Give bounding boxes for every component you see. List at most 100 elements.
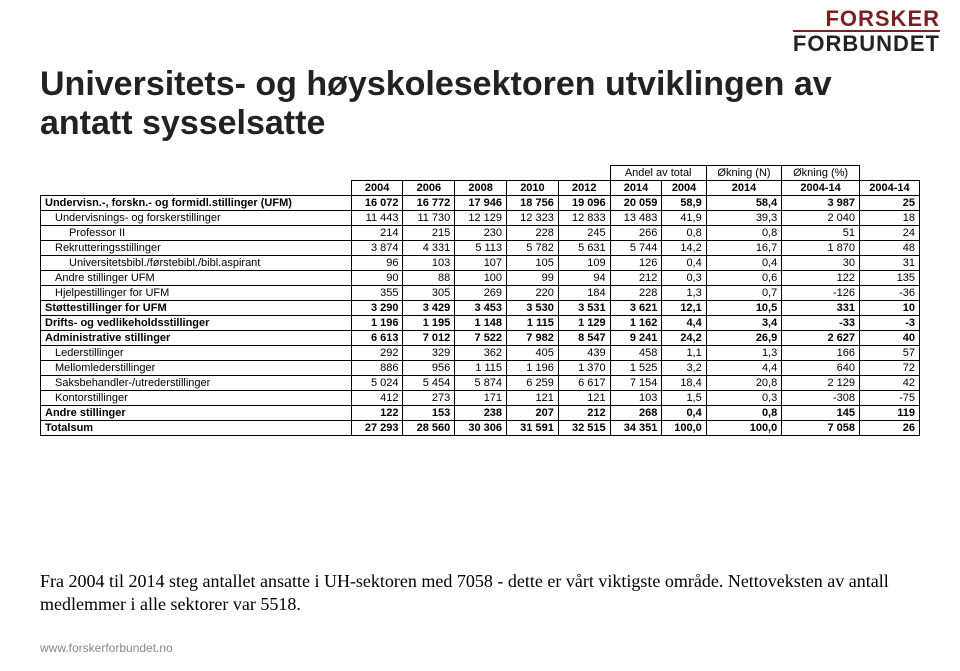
- table-cell: 5 782: [507, 241, 559, 256]
- table-cell: 3 874: [351, 241, 403, 256]
- table-row: Kontorstillinger4122731711211211031,50,3…: [41, 391, 920, 406]
- table-cell: 13 483: [610, 211, 662, 226]
- table-cell: 5 874: [455, 376, 507, 391]
- table-cell: 1 870: [782, 241, 860, 256]
- table-header-cell: 2008: [455, 181, 507, 196]
- table-row: Andre stillinger1221532382072122680,40,8…: [41, 406, 920, 421]
- table-cell: 207: [507, 406, 559, 421]
- table-cell: 269: [455, 286, 507, 301]
- table-cell: 245: [558, 226, 610, 241]
- table-cell: 14,2: [662, 241, 706, 256]
- table-row: Undervisn.-, forskn.- og formidl.stillin…: [41, 196, 920, 211]
- table-cell: 2 129: [782, 376, 860, 391]
- table-cell: 2 627: [782, 331, 860, 346]
- table-cell: 30: [782, 256, 860, 271]
- table-cell: 121: [558, 391, 610, 406]
- table-cell: 39,3: [706, 211, 782, 226]
- table-cell: 99: [507, 271, 559, 286]
- table-cell: 0,4: [662, 256, 706, 271]
- table-cell: 145: [782, 406, 860, 421]
- table-cell: 18: [859, 211, 919, 226]
- table-row: Støttestillinger for UFM3 2903 4293 4533…: [41, 301, 920, 316]
- table-cell: 458: [610, 346, 662, 361]
- table-row: Rekrutteringsstillinger3 8744 3315 1135 …: [41, 241, 920, 256]
- table-cell: 40: [859, 331, 919, 346]
- table-cell: Kontorstillinger: [41, 391, 352, 406]
- table-cell: 412: [351, 391, 403, 406]
- table-cell: 6 613: [351, 331, 403, 346]
- table-head: Andel av totalØkning (N)Økning (%) 20042…: [41, 166, 920, 196]
- table-cell: 153: [403, 406, 455, 421]
- table-row: Andre stillinger UFM908810099942120,30,6…: [41, 271, 920, 286]
- table-cell: 166: [782, 346, 860, 361]
- footer-text: Fra 2004 til 2014 steg antallet ansatte …: [40, 570, 920, 617]
- table-row: Undervisnings- og forskerstillinger11 44…: [41, 211, 920, 226]
- table-cell: Undervisnings- og forskerstillinger: [41, 211, 352, 226]
- table-cell: 3,2: [662, 361, 706, 376]
- table-cell: 72: [859, 361, 919, 376]
- logo-bottom: FORBUNDET: [793, 30, 940, 55]
- table-cell: Rekrutteringsstillinger: [41, 241, 352, 256]
- table-cell: Andre stillinger UFM: [41, 271, 352, 286]
- table-cell: 12 833: [558, 211, 610, 226]
- table-cell: 266: [610, 226, 662, 241]
- table-cell: 3,4: [706, 316, 782, 331]
- table-cell: 3 453: [455, 301, 507, 316]
- table-row: Universitetsbibl./førstebibl./bibl.aspir…: [41, 256, 920, 271]
- table-cell: 100: [455, 271, 507, 286]
- data-table-wrap: Andel av totalØkning (N)Økning (%) 20042…: [40, 165, 920, 436]
- table-cell: 8 547: [558, 331, 610, 346]
- table-cell: 12 129: [455, 211, 507, 226]
- table-cell: 11 443: [351, 211, 403, 226]
- table-cell: 135: [859, 271, 919, 286]
- table-cell: 105: [507, 256, 559, 271]
- table-cell: 0,8: [662, 226, 706, 241]
- table-cell: 1 370: [558, 361, 610, 376]
- table-cell: 3 987: [782, 196, 860, 211]
- table-cell: 12 323: [507, 211, 559, 226]
- table-cell: 24,2: [662, 331, 706, 346]
- table-header-cell: [455, 166, 507, 181]
- table-cell: 31: [859, 256, 919, 271]
- table-cell: Drifts- og vedlikeholdsstillinger: [41, 316, 352, 331]
- table-cell: 956: [403, 361, 455, 376]
- table-cell: 7 058: [782, 421, 860, 436]
- table-cell: 0,4: [706, 256, 782, 271]
- table-cell: Hjelpestillinger for UFM: [41, 286, 352, 301]
- footer-url: www.forskerforbundet.no: [40, 641, 173, 655]
- table-cell: 0,7: [706, 286, 782, 301]
- table-cell: Andre stillinger: [41, 406, 352, 421]
- table-cell: Undervisn.-, forskn.- og formidl.stillin…: [41, 196, 352, 211]
- table-cell: 3 530: [507, 301, 559, 316]
- table-cell: 94: [558, 271, 610, 286]
- table-cell: 228: [507, 226, 559, 241]
- table-cell: 331: [782, 301, 860, 316]
- table-row: Totalsum27 29328 56030 30631 59132 51534…: [41, 421, 920, 436]
- table-cell: 122: [782, 271, 860, 286]
- table-cell: 16 772: [403, 196, 455, 211]
- table-cell: 16 072: [351, 196, 403, 211]
- table-cell: 42: [859, 376, 919, 391]
- table-cell: 886: [351, 361, 403, 376]
- table-cell: 214: [351, 226, 403, 241]
- table-cell: -3: [859, 316, 919, 331]
- table-cell: 107: [455, 256, 507, 271]
- table-row: Lederstillinger2923293624054394581,11,31…: [41, 346, 920, 361]
- table-cell: 6 259: [507, 376, 559, 391]
- table-cell: 212: [558, 406, 610, 421]
- table-cell: Totalsum: [41, 421, 352, 436]
- table-cell: 273: [403, 391, 455, 406]
- table-cell: -308: [782, 391, 860, 406]
- table-cell: -33: [782, 316, 860, 331]
- table-cell: 4 331: [403, 241, 455, 256]
- table-cell: 5 744: [610, 241, 662, 256]
- table-cell: 4,4: [706, 361, 782, 376]
- table-cell: 1 115: [507, 316, 559, 331]
- table-header-cell: 2004: [351, 181, 403, 196]
- table-cell: 0,4: [662, 406, 706, 421]
- table-cell: 5 113: [455, 241, 507, 256]
- table-cell: 220: [507, 286, 559, 301]
- table-cell: 11 730: [403, 211, 455, 226]
- table-cell: 28 560: [403, 421, 455, 436]
- table-header-cell: Økning (%): [782, 166, 860, 181]
